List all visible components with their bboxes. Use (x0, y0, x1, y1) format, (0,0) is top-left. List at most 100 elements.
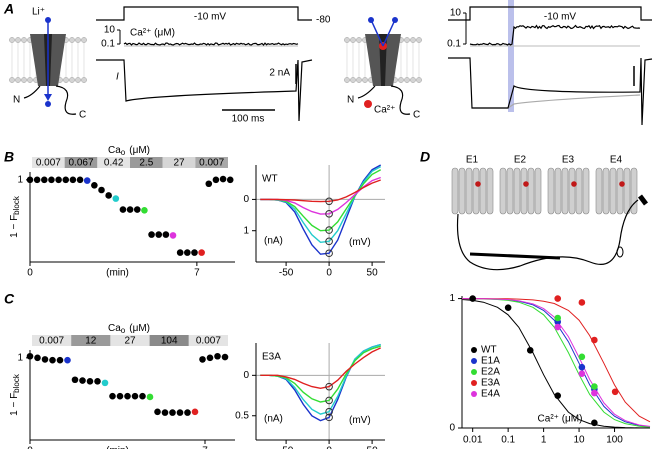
legend-marker (471, 358, 477, 364)
data-point (611, 388, 619, 396)
domain-label: E2 (514, 155, 527, 166)
helix (451, 167, 459, 215)
ion-label: Li⁺ (32, 7, 45, 18)
helix (506, 167, 514, 215)
domain-marker (469, 252, 561, 260)
ca-step-label: 0.42 (104, 158, 124, 169)
data-point (191, 408, 199, 416)
legend-label: E3A (481, 378, 500, 389)
x-axis-label: (min) (106, 268, 129, 279)
lipid-head (15, 37, 21, 43)
lipid-head (81, 37, 87, 43)
data-point (221, 353, 229, 361)
helix (499, 167, 507, 215)
data-point (554, 295, 562, 302)
data-point (109, 392, 116, 400)
x-axis-label: (min) (106, 446, 129, 449)
iv-point (325, 407, 333, 416)
data-point (41, 356, 49, 363)
helix (520, 167, 528, 215)
ion-label: Ca²⁺ (374, 105, 395, 116)
data-point (591, 383, 598, 390)
ca-step-label: 2.5 (139, 158, 153, 169)
data-point (219, 175, 227, 183)
data-point (469, 295, 476, 302)
helix (479, 167, 487, 215)
ca-step-label: 0.007 (39, 336, 64, 347)
x-tick-label: 0 (326, 446, 332, 449)
legend-marker (471, 347, 477, 353)
helix (602, 167, 610, 215)
data-point (69, 176, 77, 184)
x-tick-label: 0 (27, 446, 33, 449)
data-point (591, 336, 598, 344)
data-point (101, 379, 109, 387)
data-point (162, 231, 170, 238)
tick-label: 10 (104, 25, 116, 36)
y-tick-label: 1 (17, 174, 23, 185)
data-point (554, 392, 562, 399)
iv-point (325, 197, 333, 206)
lipid-head (416, 77, 422, 83)
label-text: (μM) (129, 323, 150, 334)
ca-step-label: 27 (173, 158, 185, 169)
c-terminus (55, 85, 77, 115)
domain-marker (616, 246, 624, 258)
x-axis-label: Ca²⁺ (μM) (538, 414, 583, 425)
ca-step (162, 157, 196, 168)
data-point (148, 231, 155, 238)
data-point (184, 409, 191, 416)
ion (392, 17, 398, 23)
data-point (33, 176, 41, 184)
data-point (212, 176, 220, 184)
data-point (554, 314, 562, 322)
data-point (176, 249, 184, 256)
lipid-head (75, 77, 81, 83)
label-sub: o (121, 148, 126, 157)
panel-label: C (4, 291, 15, 307)
lipid-head (398, 77, 404, 83)
data-point (226, 176, 234, 184)
c-label: C (413, 110, 420, 121)
data-point (205, 180, 213, 188)
data-point (169, 232, 177, 239)
lipid-head (344, 37, 350, 43)
legend-marker (471, 391, 477, 397)
data-point (76, 176, 84, 184)
y-tick-label: 0 (243, 194, 249, 205)
legend-marker (471, 380, 477, 386)
holding-label: -80 (316, 15, 331, 26)
lipid-head (15, 77, 21, 83)
legend-label: WT (481, 345, 497, 356)
ca-step-label: 0.007 (36, 158, 61, 169)
ion-arrow (371, 21, 384, 47)
ion (45, 17, 51, 23)
data-point (206, 354, 214, 362)
helix (472, 167, 480, 215)
plot-label: WT (262, 174, 278, 185)
current-label: I (116, 72, 119, 83)
data-point (98, 186, 105, 194)
data-point (578, 370, 586, 377)
data-point (578, 363, 586, 371)
current-trace (448, 57, 653, 126)
y-tick-label: 1 (17, 352, 23, 363)
y-tick-label: 1 (449, 293, 455, 304)
iv-point (325, 249, 333, 258)
legend-marker (471, 369, 477, 375)
label-text: 1 − F (9, 393, 20, 416)
data-point (154, 408, 161, 416)
ion (45, 101, 51, 107)
x-tick-label: -50 (279, 446, 294, 449)
x-axis-label: (mV) (349, 237, 371, 248)
data-point (155, 231, 163, 238)
data-point (83, 177, 91, 184)
lipid-head (404, 77, 410, 83)
label-sub: block (12, 195, 21, 215)
lipid-head (416, 37, 422, 43)
panel-label: A (3, 1, 14, 17)
data-point (139, 392, 146, 400)
helix (458, 167, 466, 215)
data-point (49, 356, 56, 364)
n-label: N (347, 95, 354, 106)
